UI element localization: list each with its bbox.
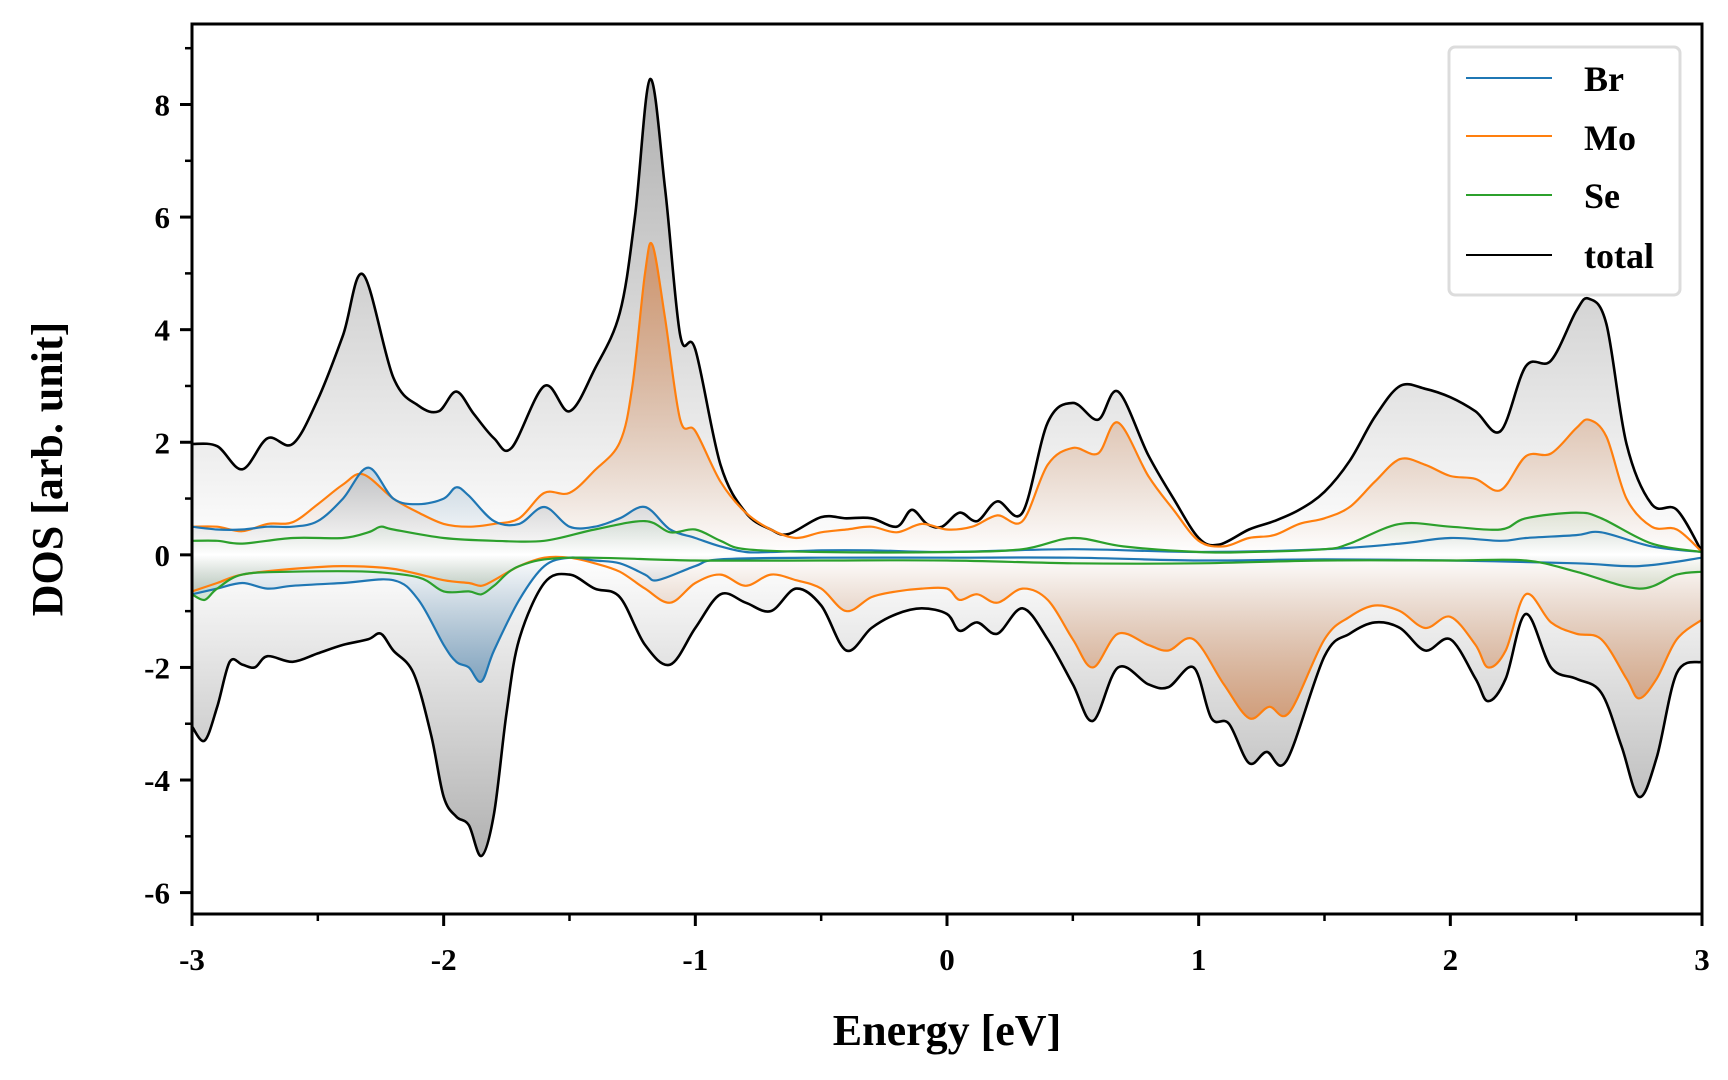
x-tick-label: 2 <box>1443 942 1459 977</box>
y-tick-label: 0 <box>155 538 171 573</box>
br-up-line <box>191 466 1703 554</box>
legend-label-se: Se <box>1584 176 1620 216</box>
y-tick-label: 6 <box>155 200 171 235</box>
legend-item-se: Se <box>1466 176 1620 216</box>
total-up-line <box>191 77 1704 553</box>
legend-label-mo: Mo <box>1584 118 1636 158</box>
area-fills <box>192 78 1702 857</box>
legend-item-total: total <box>1466 236 1654 276</box>
y-tick-label: -4 <box>144 763 170 798</box>
se-down-fill <box>192 554 1702 600</box>
se-down-line <box>191 556 1703 602</box>
y-axis: -6 -4 -2 0 2 4 6 8 <box>144 46 192 911</box>
x-tick-label: 1 <box>1191 942 1207 977</box>
legend: Br Mo Se total <box>1447 45 1682 297</box>
mo-down-fill <box>192 554 1702 719</box>
series-lines <box>190 77 1704 858</box>
legend-label-br: Br <box>1584 59 1624 99</box>
y-tick-label: 2 <box>155 425 171 460</box>
x-tick-label: -1 <box>682 942 708 977</box>
legend-label-total: total <box>1584 236 1654 276</box>
legend-item-br: Br <box>1466 59 1624 99</box>
total-down-line <box>190 572 1703 858</box>
se-up-fill <box>192 512 1702 555</box>
total-up-fill <box>192 78 1702 555</box>
legend-item-mo: Mo <box>1466 118 1636 158</box>
x-tick-label: 3 <box>1694 942 1710 977</box>
y-tick-label: 4 <box>155 313 171 348</box>
x-tick-label: -2 <box>431 942 457 977</box>
y-axis-title: DOS [arb. unit] <box>23 322 72 617</box>
y-tick-label: -6 <box>144 876 170 911</box>
legend-box <box>1447 45 1682 297</box>
x-tick-label: 0 <box>939 942 955 977</box>
se-up-line <box>191 511 1703 554</box>
br-up-fill <box>192 467 1702 555</box>
x-tick-label: -3 <box>179 942 205 977</box>
y-tick-label: 8 <box>155 87 171 122</box>
x-axis-title: Energy [eV] <box>833 1006 1062 1055</box>
br-down-line <box>191 556 1703 683</box>
mo-up-line <box>191 242 1703 553</box>
x-axis: -3 -2 -1 0 1 2 3 <box>179 914 1710 977</box>
y-tick-label: -2 <box>144 650 170 685</box>
